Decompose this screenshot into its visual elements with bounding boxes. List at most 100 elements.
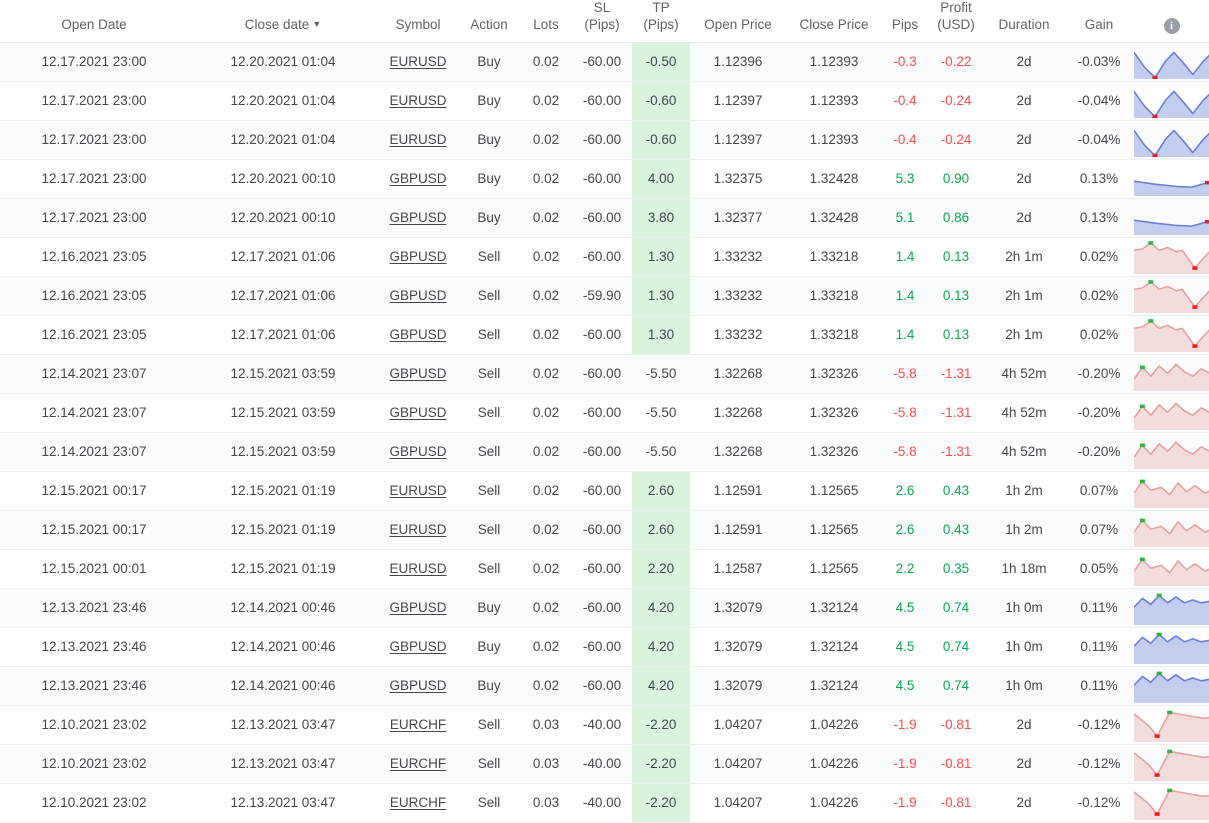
cell-close-date: 12.20.2021 00:10 — [188, 198, 378, 238]
cell-close-price: 1.33218 — [786, 315, 882, 355]
table-row[interactable]: 12.16.2021 23:05 12.17.2021 01:06 GBPUSD Se… — [0, 315, 1209, 355]
table-row[interactable]: 12.10.2021 23:02 12.13.2021 03:47 EURCHF Se… — [0, 705, 1209, 745]
table-row[interactable]: 12.17.2021 23:00 12.20.2021 00:10 GBPUSD Bu… — [0, 159, 1209, 199]
pips-value: -0.3 — [893, 54, 917, 70]
cell-gain: 0.13% — [1064, 159, 1134, 199]
cell-lots: 0.02 — [520, 198, 572, 238]
symbol-link[interactable]: EURUSD — [389, 54, 447, 70]
column-header-open-date[interactable]: Open Date — [0, 0, 188, 43]
table-row[interactable]: 12.14.2021 23:07 12.15.2021 03:59 GBPUSD Se… — [0, 393, 1209, 433]
cell-action: Buy — [458, 42, 520, 82]
cell-sl: -60.00 — [572, 198, 632, 238]
symbol-link[interactable]: GBPUSD — [389, 366, 447, 382]
column-header-tp[interactable]: TP (Pips) — [632, 0, 690, 43]
column-header-action-label: Action — [470, 16, 508, 32]
symbol-link[interactable]: GBPUSD — [389, 405, 447, 421]
cell-gain: -0.12% — [1064, 783, 1134, 823]
table-row[interactable]: 12.17.2021 23:00 12.20.2021 01:04 EURUSD Bu… — [0, 81, 1209, 121]
column-header-open-date-label: Open Date — [61, 16, 127, 32]
table-row[interactable]: 12.15.2021 00:17 12.15.2021 01:19 EURUSD Se… — [0, 510, 1209, 550]
cell-tp: 3.80 — [632, 198, 690, 238]
cell-symbol: GBPUSD — [378, 627, 458, 667]
cell-profit: 0.35 — [928, 549, 984, 589]
cell-symbol: GBPUSD — [378, 198, 458, 238]
cell-action: Sell — [458, 783, 520, 823]
table-row[interactable]: 12.13.2021 23:46 12.14.2021 00:46 GBPUSD Bu… — [0, 588, 1209, 628]
column-header-close-date[interactable]: Close date ▼ — [188, 0, 378, 43]
cell-close-date: 12.15.2021 03:59 — [188, 354, 378, 394]
symbol-link[interactable]: GBPUSD — [389, 210, 447, 226]
symbol-link[interactable]: EURUSD — [389, 483, 447, 499]
cell-lots: 0.02 — [520, 354, 572, 394]
symbol-link[interactable]: GBPUSD — [389, 444, 447, 460]
cell-duration: 1h 0m — [984, 588, 1064, 628]
table-row[interactable]: 12.15.2021 00:17 12.15.2021 01:19 EURUSD Se… — [0, 471, 1209, 511]
symbol-link[interactable]: EURCHF — [389, 717, 447, 733]
cell-profit: 0.74 — [928, 588, 984, 628]
symbol-link[interactable]: GBPUSD — [389, 288, 447, 304]
symbol-link[interactable]: EURCHF — [389, 795, 447, 811]
symbol-link[interactable]: GBPUSD — [389, 678, 447, 694]
symbol-link[interactable]: EURCHF — [389, 756, 447, 772]
cell-action: Sell — [458, 237, 520, 277]
cell-chart — [1134, 471, 1209, 511]
sparkline-marker-open — [1148, 240, 1154, 245]
cell-close-date: 12.15.2021 01:19 — [188, 471, 378, 511]
column-header-action[interactable]: Action — [458, 0, 520, 43]
symbol-link[interactable]: GBPUSD — [389, 639, 447, 655]
symbol-link[interactable]: EURUSD — [389, 522, 447, 538]
symbol-link[interactable]: EURUSD — [389, 561, 447, 577]
column-header-lots[interactable]: Lots — [520, 0, 572, 43]
symbol-link[interactable]: EURUSD — [389, 93, 447, 109]
column-header-duration[interactable]: Duration — [984, 0, 1064, 43]
table-row[interactable]: 12.14.2021 23:07 12.15.2021 03:59 GBPUSD Se… — [0, 432, 1209, 472]
table-row[interactable]: 12.17.2021 23:00 12.20.2021 01:04 EURUSD Bu… — [0, 42, 1209, 82]
table-row[interactable]: 12.10.2021 23:02 12.13.2021 03:47 EURCHF Se… — [0, 744, 1209, 784]
cell-close-date: 12.20.2021 01:04 — [188, 81, 378, 121]
table-header: Open Date Close date ▼ Symbol Action Lots… — [0, 0, 1209, 43]
pips-value: -0.4 — [893, 93, 917, 109]
cell-sl: -60.00 — [572, 627, 632, 667]
table-row[interactable]: 12.10.2021 23:02 12.13.2021 03:47 EURCHF Se… — [0, 783, 1209, 823]
cell-close-date: 12.17.2021 01:06 — [188, 237, 378, 277]
symbol-link[interactable]: GBPUSD — [389, 171, 447, 187]
cell-action: Buy — [458, 120, 520, 160]
column-header-gain[interactable]: Gain — [1064, 0, 1134, 43]
column-header-sl[interactable]: SL (Pips) — [572, 0, 632, 43]
symbol-link[interactable]: GBPUSD — [389, 600, 447, 616]
table-row[interactable]: 12.17.2021 23:00 12.20.2021 00:10 GBPUSD Bu… — [0, 198, 1209, 238]
cell-open-date: 12.15.2021 00:01 — [0, 549, 188, 589]
table-row[interactable]: 12.16.2021 23:05 12.17.2021 01:06 GBPUSD Se… — [0, 276, 1209, 316]
cell-pips: 4.5 — [882, 666, 928, 706]
cell-gain: -0.04% — [1064, 81, 1134, 121]
cell-tp: -2.20 — [632, 783, 690, 823]
profit-value: -0.81 — [940, 795, 972, 811]
cell-action: Sell — [458, 315, 520, 355]
column-header-symbol[interactable]: Symbol — [378, 0, 458, 43]
cell-open-date: 12.15.2021 00:17 — [0, 510, 188, 550]
cell-symbol: EURUSD — [378, 549, 458, 589]
sort-descending-icon: ▼ — [312, 18, 322, 29]
table-row[interactable]: 12.15.2021 00:01 12.15.2021 01:19 EURUSD Se… — [0, 549, 1209, 589]
column-header-tp-unit: (Pips) — [643, 16, 679, 32]
cell-tp: 4.20 — [632, 666, 690, 706]
column-header-profit[interactable]: Profit (USD) — [928, 0, 984, 43]
symbol-link[interactable]: GBPUSD — [389, 327, 447, 343]
column-header-close-price[interactable]: Close Price — [786, 0, 882, 43]
table-row[interactable]: 12.14.2021 23:07 12.15.2021 03:59 GBPUSD Se… — [0, 354, 1209, 394]
table-row[interactable]: 12.17.2021 23:00 12.20.2021 01:04 EURUSD Bu… — [0, 120, 1209, 160]
info-icon[interactable]: i — [1163, 17, 1180, 34]
trade-sparkline — [1134, 479, 1209, 508]
pips-value: 5.3 — [895, 171, 915, 187]
table-row[interactable]: 12.16.2021 23:05 12.17.2021 01:06 GBPUSD Se… — [0, 237, 1209, 277]
column-header-open-price[interactable]: Open Price — [690, 0, 786, 43]
column-header-pips[interactable]: Pips — [882, 0, 928, 43]
cell-open-price: 1.12587 — [690, 549, 786, 589]
symbol-link[interactable]: EURUSD — [389, 132, 447, 148]
table-row[interactable]: 12.13.2021 23:46 12.14.2021 00:46 GBPUSD Bu… — [0, 627, 1209, 667]
cell-gain: 0.02% — [1064, 237, 1134, 277]
cell-action: Buy — [458, 627, 520, 667]
symbol-link[interactable]: GBPUSD — [389, 249, 447, 265]
pips-value: -1.9 — [893, 795, 917, 811]
table-row[interactable]: 12.13.2021 23:46 12.14.2021 00:46 GBPUSD Bu… — [0, 666, 1209, 706]
